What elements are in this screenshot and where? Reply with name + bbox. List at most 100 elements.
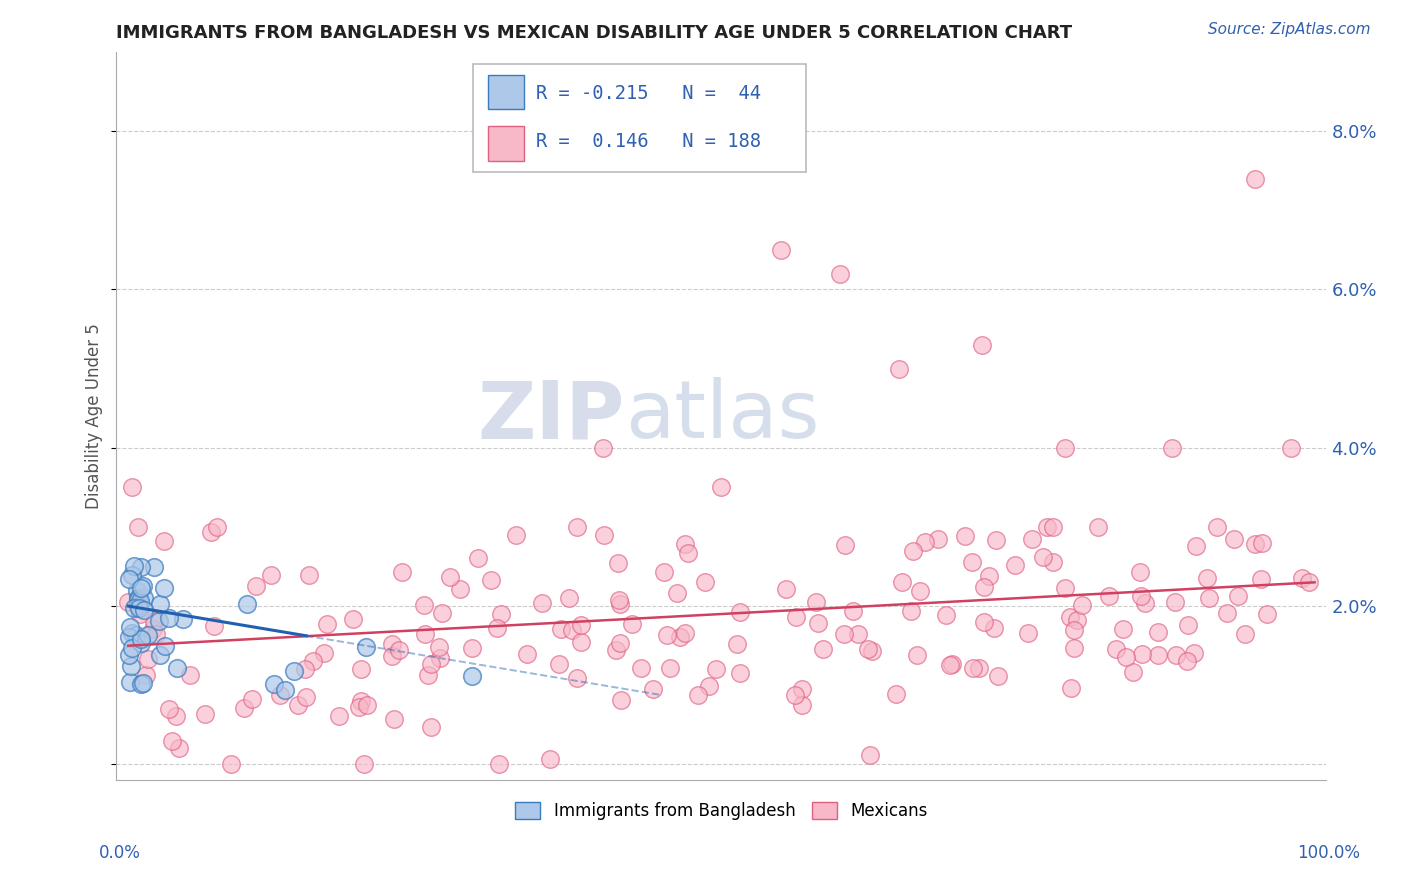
Point <box>354 640 377 654</box>
Point <box>350 662 373 676</box>
Point <box>283 664 305 678</box>
Point <box>673 626 696 640</box>
Point <box>610 693 633 707</box>
Point <box>298 568 321 582</box>
Point <box>149 597 172 611</box>
Point <box>1042 520 1064 534</box>
Point <box>430 606 453 620</box>
Point <box>1234 626 1257 640</box>
Point <box>342 611 364 625</box>
Point <box>121 626 143 640</box>
Point <box>941 657 963 672</box>
Text: 0.0%: 0.0% <box>98 844 141 862</box>
Point <box>1128 565 1150 579</box>
Point <box>730 666 752 681</box>
Point <box>129 632 152 646</box>
Point <box>1066 613 1088 627</box>
Point <box>125 628 148 642</box>
Point <box>132 579 155 593</box>
Text: ZIP: ZIP <box>478 377 624 455</box>
Point <box>294 690 316 704</box>
Point <box>439 570 461 584</box>
Point <box>607 593 630 607</box>
Point <box>488 757 510 772</box>
Point <box>128 601 150 615</box>
Point <box>1098 589 1121 603</box>
Text: Source: ZipAtlas.com: Source: ZipAtlas.com <box>1208 22 1371 37</box>
Point <box>1130 648 1153 662</box>
Point <box>548 657 571 671</box>
Point <box>172 612 194 626</box>
Point <box>349 700 371 714</box>
Point <box>167 740 190 755</box>
Point <box>461 640 484 655</box>
Point <box>1021 532 1043 546</box>
Point <box>1017 626 1039 640</box>
Point <box>889 361 911 376</box>
Point <box>704 662 727 676</box>
Point <box>775 582 797 596</box>
Point <box>118 648 141 662</box>
Point <box>145 627 167 641</box>
Point <box>152 533 174 548</box>
Point <box>302 655 325 669</box>
Point <box>129 559 152 574</box>
Point <box>157 610 180 624</box>
Point <box>1133 595 1156 609</box>
Point <box>382 712 405 726</box>
Point <box>901 544 924 558</box>
Point <box>132 591 155 606</box>
Point <box>131 677 153 691</box>
Point <box>263 676 285 690</box>
Point <box>353 757 375 772</box>
Point <box>652 565 675 579</box>
Point <box>274 683 297 698</box>
Point <box>124 601 146 615</box>
Point <box>391 565 413 579</box>
Point <box>569 618 592 632</box>
Point <box>1205 520 1227 534</box>
Point <box>1222 532 1244 546</box>
Point <box>136 652 159 666</box>
Point <box>1244 537 1267 551</box>
Point <box>162 734 184 748</box>
Point <box>1053 581 1076 595</box>
Point <box>557 591 579 605</box>
Point <box>467 550 489 565</box>
Point <box>688 688 710 702</box>
Point <box>260 567 283 582</box>
Point <box>1042 555 1064 569</box>
Point <box>1112 622 1135 636</box>
Point <box>592 527 614 541</box>
Point <box>1244 171 1267 186</box>
Point <box>380 637 402 651</box>
Point <box>967 661 990 675</box>
Point <box>621 617 644 632</box>
Point <box>122 558 145 573</box>
Y-axis label: Disability Age Under 5: Disability Age Under 5 <box>86 323 103 509</box>
Point <box>972 338 994 352</box>
Point <box>125 583 148 598</box>
Point <box>962 661 984 675</box>
Point <box>1122 665 1144 679</box>
Point <box>479 574 502 588</box>
Point <box>891 574 914 589</box>
Point <box>531 596 554 610</box>
Point <box>120 658 142 673</box>
Point <box>1291 571 1313 585</box>
Point <box>569 635 592 649</box>
Text: atlas: atlas <box>624 377 820 455</box>
Point <box>1182 647 1205 661</box>
Point <box>1105 642 1128 657</box>
Point <box>179 668 201 682</box>
Point <box>830 267 852 281</box>
Point <box>136 628 159 642</box>
Point <box>1216 606 1239 620</box>
Point <box>673 537 696 551</box>
Point <box>607 556 630 570</box>
Point <box>1063 641 1085 656</box>
Point <box>349 694 371 708</box>
Legend: Immigrants from Bangladesh, Mexicans: Immigrants from Bangladesh, Mexicans <box>509 795 935 827</box>
Point <box>143 614 166 628</box>
Point <box>485 621 508 635</box>
